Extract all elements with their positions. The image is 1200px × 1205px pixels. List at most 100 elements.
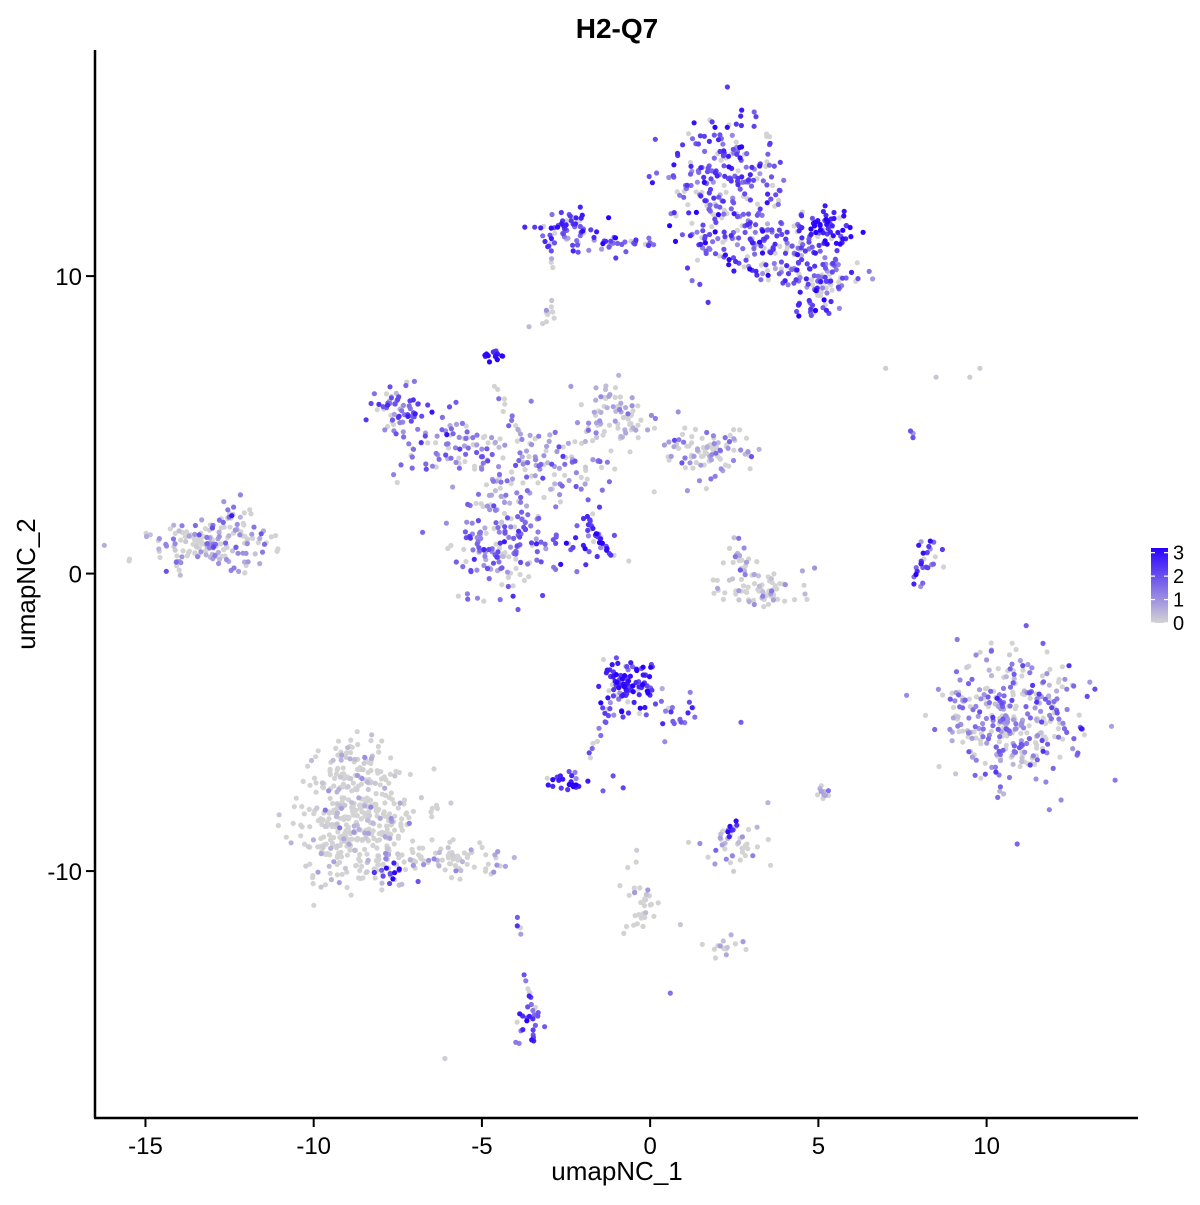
cell-point [823,216,829,223]
cell-point [236,568,242,575]
cell-point [704,444,710,450]
cell-point [723,189,729,195]
cell-point [1038,708,1044,715]
cell-point [548,225,554,231]
cell-point [506,554,512,560]
cell-point [326,788,332,794]
cell-point [747,197,754,203]
cell-point [395,396,401,402]
cell-point [691,120,697,126]
cell-point [721,163,727,169]
cell-point [356,856,362,862]
cell-point [226,533,232,539]
cell-point [202,526,208,532]
cell-point [784,263,790,269]
cell-point [493,520,499,526]
cell-point [802,591,808,597]
cell-point [634,921,640,927]
cell-point [835,229,841,236]
cell-point [445,845,451,851]
cell-point [817,221,823,228]
cell-point [218,541,224,547]
cell-point [180,548,186,554]
cell-point [812,307,819,314]
cell-point [593,385,599,391]
cell-point [984,657,990,663]
cell-point [953,669,960,675]
cell-point [470,547,476,553]
cell-point [474,432,480,438]
cell-point [496,396,502,402]
cell-point [376,401,382,407]
cell-point [556,444,562,450]
cell-point [447,839,453,845]
cell-point [975,713,981,719]
cell-point [1078,726,1084,732]
cell-point [331,859,337,865]
cell-point [565,440,572,446]
cell-point [825,788,832,794]
cell-point [570,544,576,551]
cell-point [751,601,757,608]
cell-point [509,469,515,475]
cell-point [822,265,829,271]
cell-point [355,766,361,773]
cell-point [612,385,619,391]
cell-point [439,414,445,420]
cell-point [361,760,367,767]
cell-point [765,800,771,806]
cell-point [990,723,996,729]
cell-point [993,744,999,750]
cell-point [808,306,814,312]
cell-point [601,428,608,435]
cell-point [745,211,752,217]
cell-point [530,1007,536,1014]
cell-point [748,183,755,189]
cell-point [298,822,304,828]
cell-point [590,457,596,463]
cell-point [564,218,570,224]
cell-point [777,243,783,249]
cell-point [989,764,995,771]
cell-point [446,445,452,451]
cell-point [836,305,843,311]
cell-point [676,437,682,443]
cell-point [1020,667,1026,673]
cell-point [300,778,306,785]
cell-point [573,215,579,221]
cell-point [499,353,505,359]
cell-point [479,466,485,472]
cell-point [973,652,979,658]
cell-point [540,592,546,599]
cell-point [433,440,439,446]
chart-title: H2-Q7 [576,13,658,44]
cell-point [778,259,785,265]
cell-point [327,870,333,876]
cell-point [431,856,437,862]
cell-point [757,206,763,212]
cell-point [464,429,470,435]
cell-point [1010,717,1017,723]
cell-point [429,814,435,820]
cell-point [258,531,264,537]
cell-point [575,249,581,255]
cell-point [651,425,658,431]
cell-point [743,257,749,263]
cell-point [585,522,592,528]
cell-point [604,667,610,673]
cell-point [754,824,760,830]
cell-point [950,715,957,721]
cell-point [641,903,648,909]
cell-point [1034,757,1040,763]
cell-point [481,562,487,569]
cell-point [252,551,258,557]
cell-point [596,504,603,510]
cell-point [1040,748,1046,754]
cell-point [1092,686,1098,692]
cell-point [1021,725,1027,731]
cell-point [599,464,605,471]
cell-point [722,234,728,240]
cell-point [669,704,676,711]
cell-point [365,830,371,836]
cell-point [380,861,386,868]
